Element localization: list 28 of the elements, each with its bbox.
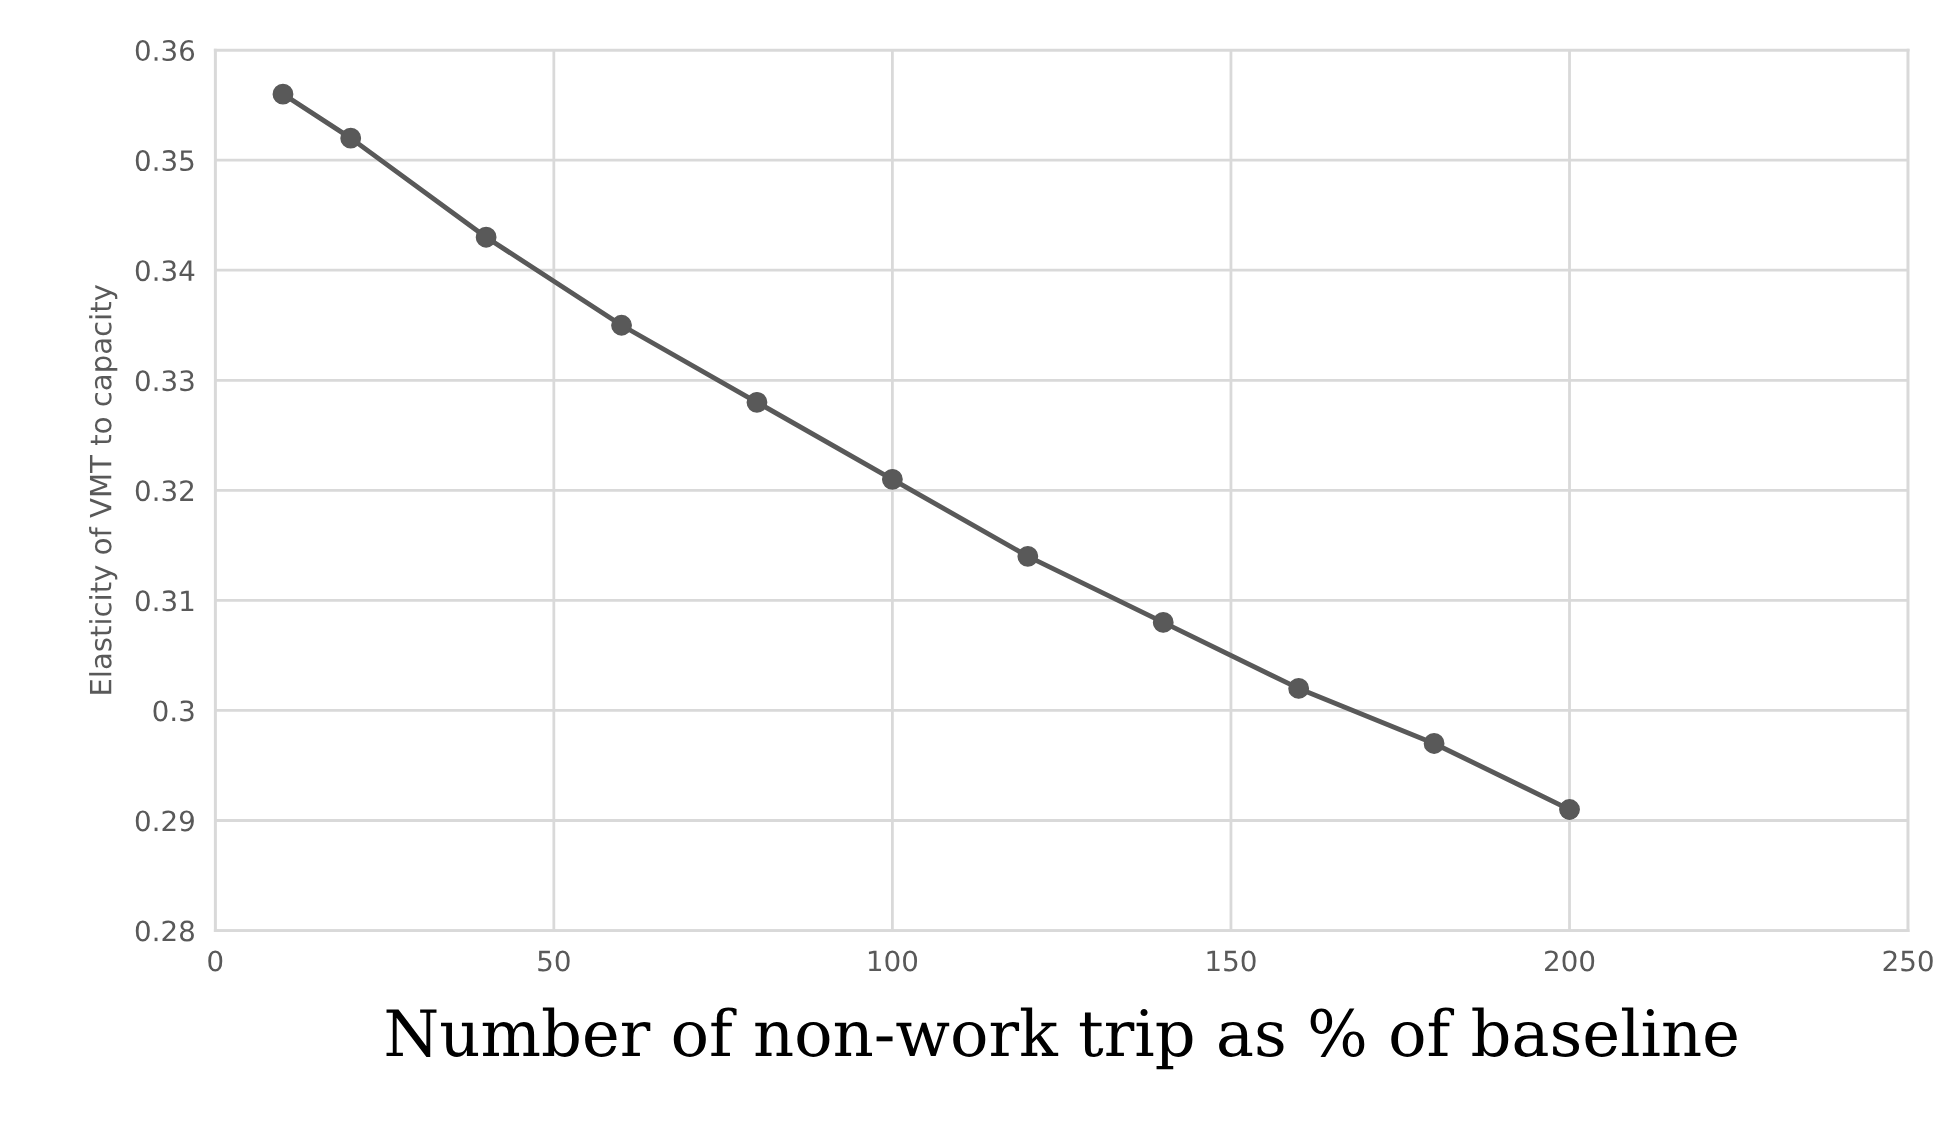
y-tick-label: 0.31 (135, 590, 194, 612)
y-tick-label: 0.36 (135, 40, 195, 62)
y-tick-label: 0.28 (135, 920, 194, 942)
y-tick-label: 0.35 (135, 150, 194, 172)
point (1152, 611, 1174, 633)
point (1423, 733, 1445, 754)
x-axis-title: Number of non-work trip as % of baseline (386, 1007, 1737, 1070)
point (1017, 545, 1039, 567)
point (881, 468, 903, 490)
y-tick-label: 0.32 (135, 480, 194, 502)
point (475, 226, 497, 248)
point (340, 127, 362, 149)
point (1559, 799, 1580, 820)
point (272, 83, 294, 105)
point (1288, 678, 1310, 699)
x-tick-label: 200 (1545, 950, 1595, 972)
y-tick-label: 0.29 (135, 810, 194, 832)
y-axis-title: Elasticity of VMT to capacity (89, 284, 118, 694)
point (611, 314, 632, 336)
y-tick-label: 0.34 (135, 260, 195, 282)
x-tick-label: 150 (1207, 950, 1256, 972)
y-tick-label: 0.3 (153, 700, 194, 722)
y-tick-label: 0.33 (135, 370, 194, 392)
x-tick-label: 250 (1883, 950, 1933, 972)
x-tick-label: 0 (208, 950, 223, 972)
point (746, 391, 768, 413)
x-tick-label: 50 (538, 950, 570, 972)
x-tick-label: 100 (868, 950, 918, 972)
